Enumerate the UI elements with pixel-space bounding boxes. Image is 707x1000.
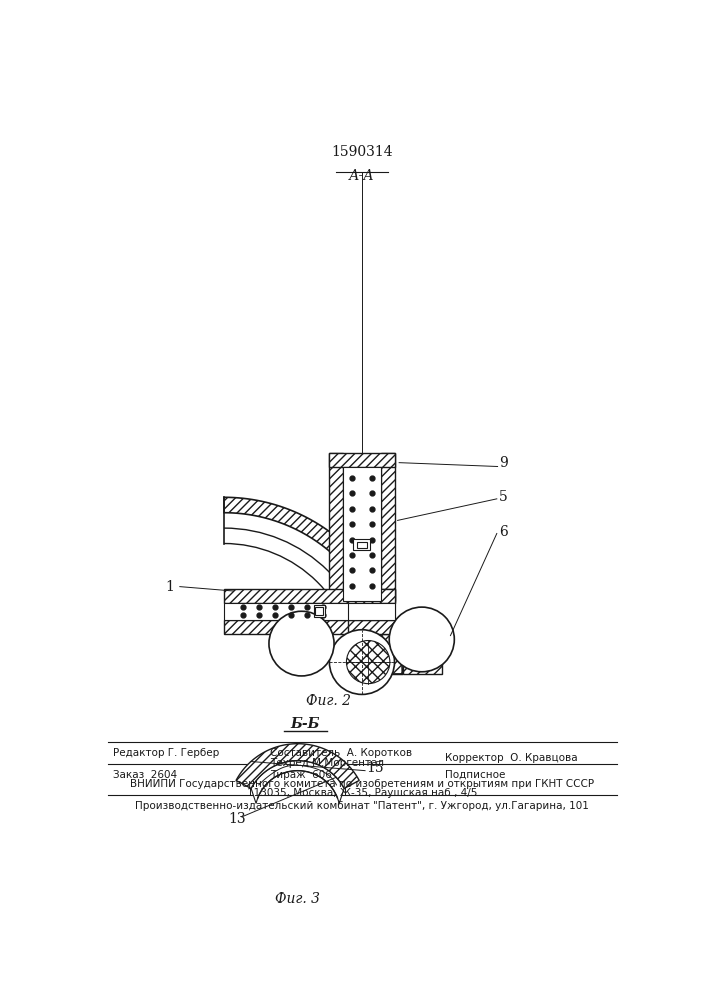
Bar xyxy=(224,620,395,634)
Polygon shape xyxy=(224,497,402,674)
Text: Заказ  2604: Заказ 2604 xyxy=(113,770,177,780)
Circle shape xyxy=(390,607,455,672)
Polygon shape xyxy=(236,744,359,788)
Circle shape xyxy=(329,630,395,694)
Bar xyxy=(348,589,395,603)
Polygon shape xyxy=(251,761,344,803)
Text: Фиг. 2: Фиг. 2 xyxy=(306,694,351,708)
Text: 1: 1 xyxy=(165,580,174,594)
Text: Техред М.Моргентал: Техред М.Моргентал xyxy=(271,758,385,768)
Text: Составитель  А. Коротков: Составитель А. Коротков xyxy=(271,748,413,758)
Bar xyxy=(403,661,442,674)
Bar xyxy=(381,453,395,601)
Bar xyxy=(354,539,370,550)
Bar xyxy=(343,466,381,601)
Bar xyxy=(314,605,325,617)
Text: 9: 9 xyxy=(499,456,508,470)
Bar xyxy=(315,607,323,615)
Text: ВНИИПИ Государственного комитета по изобретениям и открытиям при ГКНТ СССР: ВНИИПИ Государственного комитета по изоб… xyxy=(130,779,594,789)
Bar xyxy=(348,603,395,620)
Text: 1590314: 1590314 xyxy=(331,145,393,159)
Circle shape xyxy=(269,611,334,676)
Bar xyxy=(224,603,395,620)
Text: 6: 6 xyxy=(499,525,508,539)
Text: 15: 15 xyxy=(366,761,383,775)
Text: А-А: А-А xyxy=(349,169,375,183)
Text: 113035, Москва, Ж-35, Раушская наб., 4/5: 113035, Москва, Ж-35, Раушская наб., 4/5 xyxy=(247,788,477,798)
Text: Б-Б: Б-Б xyxy=(291,717,320,731)
Bar xyxy=(356,542,368,548)
Text: 5: 5 xyxy=(499,490,508,504)
Text: Редактор Г. Гербер: Редактор Г. Гербер xyxy=(113,748,219,758)
Bar xyxy=(224,589,395,603)
Bar xyxy=(329,453,395,466)
Text: Подписное: Подписное xyxy=(445,770,506,780)
Bar xyxy=(329,453,343,601)
Text: Фиг. 3: Фиг. 3 xyxy=(275,892,320,906)
Text: Производственно-издательский комбинат "Патент", г. Ужгород, ул.Гагарина, 101: Производственно-издательский комбинат "П… xyxy=(135,801,589,811)
Text: Корректор  О. Кравцова: Корректор О. Кравцова xyxy=(445,753,578,763)
Bar xyxy=(348,620,395,634)
Text: 13: 13 xyxy=(228,812,245,826)
Text: Тираж  606: Тираж 606 xyxy=(271,770,332,780)
Circle shape xyxy=(346,641,390,684)
